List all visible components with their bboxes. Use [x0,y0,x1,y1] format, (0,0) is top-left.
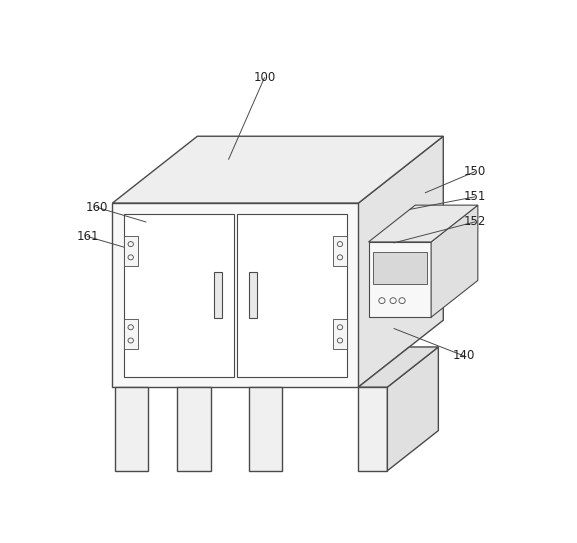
Bar [249,387,282,471]
Bar [177,387,211,471]
Bar [123,236,138,266]
Bar [123,319,138,349]
Bar [249,272,257,318]
Bar [123,213,234,377]
Text: 160: 160 [85,201,108,214]
Bar [333,319,347,349]
Text: 151: 151 [463,191,486,204]
Polygon shape [358,347,439,387]
Bar [113,203,358,387]
Bar [214,272,222,318]
Polygon shape [387,347,439,471]
Bar [237,213,347,377]
Text: 140: 140 [452,349,475,362]
Text: 161: 161 [77,230,99,243]
Bar [115,387,148,471]
Polygon shape [113,136,443,203]
Polygon shape [358,136,443,387]
Text: 150: 150 [463,165,486,178]
Bar [373,252,426,284]
Polygon shape [431,205,478,317]
Text: 152: 152 [463,216,486,229]
Polygon shape [369,242,431,317]
Polygon shape [369,205,478,242]
Text: 100: 100 [253,71,276,84]
Bar [333,236,347,266]
Bar [358,387,387,471]
